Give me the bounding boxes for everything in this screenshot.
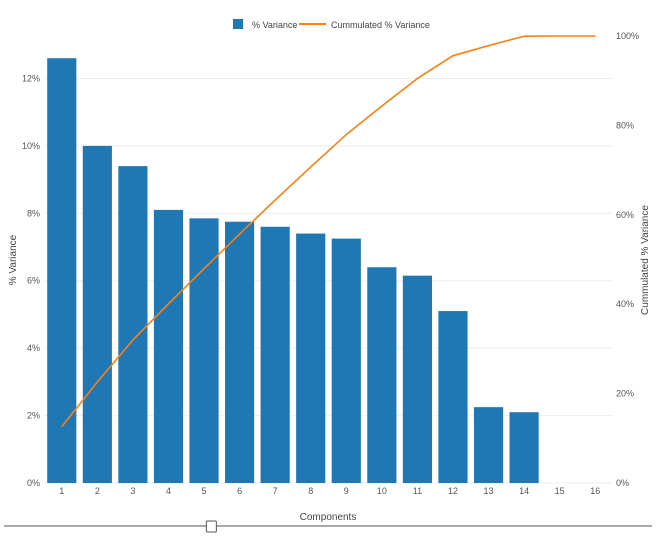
bars-layer <box>47 58 539 484</box>
x-tick-label: 12 <box>448 486 458 496</box>
x-tick-label: 5 <box>202 486 207 496</box>
y2-tick-label: 100% <box>616 31 639 41</box>
y-tick-label: 8% <box>27 208 40 218</box>
bar[interactable] <box>118 166 148 483</box>
y2-tick-label: 0% <box>616 478 629 488</box>
y-tick-label: 12% <box>22 73 40 83</box>
bar[interactable] <box>367 267 397 483</box>
bar[interactable] <box>509 412 539 483</box>
y-axis-ticks: 0% 2% 4% 6% 8% 10% 12% <box>22 73 40 488</box>
y2-tick-label: 60% <box>616 210 634 220</box>
x-tick-label: 13 <box>484 486 494 496</box>
x-tick-label: 7 <box>273 486 278 496</box>
bar[interactable] <box>331 238 361 483</box>
line-layer <box>61 35 596 428</box>
bar[interactable] <box>47 58 77 484</box>
legend-line-label[interactable]: Cummulated % Variance <box>331 20 430 30</box>
x-tick-label: 3 <box>130 486 135 496</box>
x-tick-label: 2 <box>95 486 100 496</box>
y2-tick-label: 80% <box>616 120 634 130</box>
y-tick-label: 10% <box>22 141 40 151</box>
x-tick-label: 4 <box>166 486 171 496</box>
y-tick-label: 2% <box>27 411 40 421</box>
y-tick-label: 4% <box>27 343 40 353</box>
bar[interactable] <box>438 311 468 483</box>
y2-axis-title: Cummulated % Variance <box>640 205 651 315</box>
range-slider-handle[interactable] <box>205 520 217 533</box>
y2-tick-label: 40% <box>616 299 634 309</box>
y-tick-label: 0% <box>27 478 40 488</box>
bar[interactable] <box>473 407 504 483</box>
x-axis-title: Components <box>300 512 357 523</box>
x-tick-label: 6 <box>237 486 242 496</box>
legend-bar-swatch[interactable] <box>233 19 243 29</box>
bar[interactable] <box>225 221 255 483</box>
x-tick-label: 15 <box>555 486 565 496</box>
x-tick-label: 11 <box>413 486 422 496</box>
legend[interactable]: % Variance Cummulated % Variance <box>233 19 430 30</box>
x-tick-label: 16 <box>590 486 600 496</box>
x-tick-label: 14 <box>519 486 529 496</box>
x-axis-ticks: 1 2 3 4 5 6 7 8 9 10 11 12 13 14 15 16 <box>59 486 600 496</box>
y2-tick-label: 20% <box>616 389 634 399</box>
y-axis-title: % Variance <box>8 234 19 285</box>
x-tick-label: 8 <box>308 486 313 496</box>
y-tick-label: 6% <box>27 276 40 286</box>
bar[interactable] <box>260 226 290 483</box>
bar[interactable] <box>402 275 432 483</box>
legend-bar-label[interactable]: % Variance <box>252 20 297 30</box>
bar[interactable] <box>296 233 326 483</box>
x-tick-label: 1 <box>59 486 64 496</box>
cumulative-line[interactable] <box>61 35 596 428</box>
x-tick-label: 10 <box>377 486 387 496</box>
bar[interactable] <box>189 218 219 483</box>
bar[interactable] <box>82 145 112 483</box>
y2-axis-ticks: 0% 20% 40% 60% 80% 100% <box>616 31 639 488</box>
x-tick-label: 9 <box>344 486 349 496</box>
bar[interactable] <box>153 209 184 483</box>
